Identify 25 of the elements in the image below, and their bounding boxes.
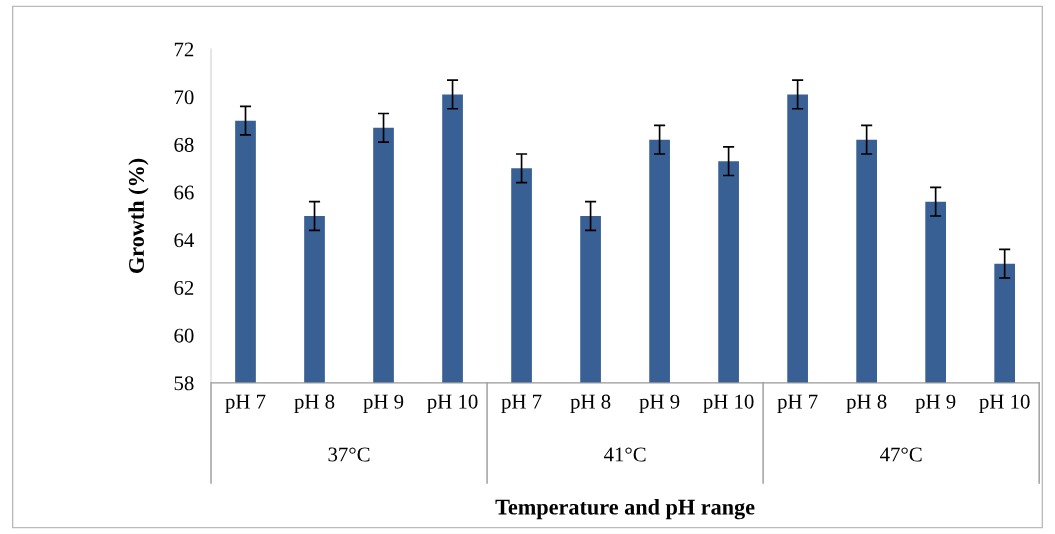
y-axis-title: Growth (%) [128, 158, 149, 274]
x-tick-label: pH 8 [570, 394, 611, 413]
y-tick-label: 60 [174, 328, 194, 343]
x-tick-label: pH 10 [703, 394, 754, 413]
x-tick-label: pH 8 [294, 394, 335, 413]
y-tick-label: 64 [174, 233, 195, 248]
x-tick-label: pH 8 [846, 394, 887, 413]
text: 47°C [880, 447, 922, 462]
y-tick-label: 62 [174, 280, 194, 295]
x-axis-title: Temperature and pH range [495, 498, 755, 520]
x-tick-label: pH 7 [501, 394, 542, 413]
x-tick-label: pH 7 [225, 394, 266, 413]
x-tick-label: pH 10 [979, 394, 1030, 413]
y-tick-label: 70 [174, 90, 194, 105]
x-tick-label: pH 9 [363, 394, 404, 413]
x-tick-label: pH 10 [427, 394, 478, 413]
text: 41°C [603, 447, 646, 462]
y-tick-label: 68 [174, 137, 194, 152]
y-tick-label: 58 [174, 376, 194, 391]
text: 37°C [328, 447, 370, 462]
y-tick-label: 66 [174, 185, 194, 200]
x-tick-label: pH 7 [777, 394, 818, 413]
x-tick-label: pH 9 [915, 394, 956, 413]
x-tick-label: pH 9 [639, 394, 680, 413]
y-tick-label: 72 [174, 42, 194, 57]
